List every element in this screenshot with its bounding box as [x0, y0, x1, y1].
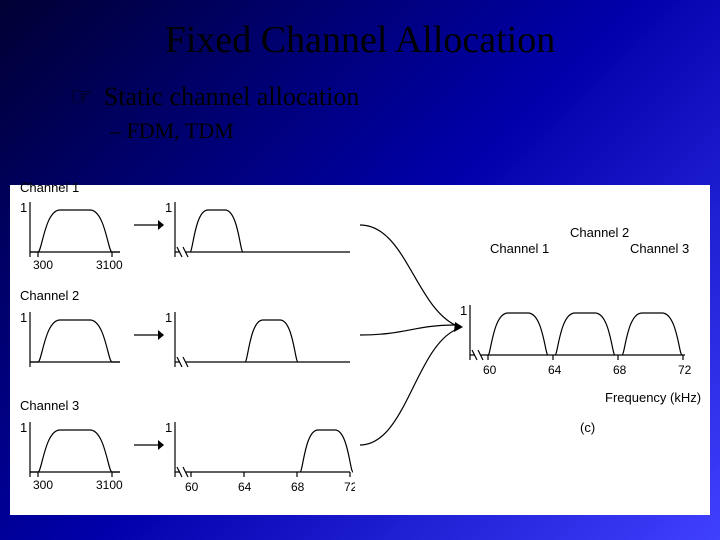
combined-sublabel: (c): [580, 420, 595, 435]
svg-text:68: 68: [613, 363, 627, 377]
shifted-ch2: 1: [165, 302, 355, 382]
arrow-ch2: [132, 325, 164, 345]
svg-text:1: 1: [460, 303, 467, 318]
combined-xlabel: Frequency (kHz): [605, 390, 701, 405]
shifted-ch1: 1: [165, 192, 355, 272]
svg-text:3100: 3100: [96, 478, 123, 492]
svg-text:64: 64: [238, 480, 252, 494]
svg-text:64: 64: [548, 363, 562, 377]
label-combined-ch2: Channel 2: [570, 225, 629, 240]
fdm-diagram: Channel 1 1 300 3100 1 Channel 2 1 1: [10, 185, 710, 515]
baseband-ch2: 1: [20, 302, 130, 382]
svg-text:1: 1: [165, 310, 172, 325]
svg-text:68: 68: [291, 480, 305, 494]
label-channel-2: Channel 2: [20, 288, 79, 303]
svg-text:300: 300: [33, 478, 53, 492]
svg-text:1: 1: [20, 200, 27, 215]
svg-text:1: 1: [20, 310, 27, 325]
label-channel-3: Channel 3: [20, 398, 79, 413]
shifted-ch3: 1 60 64 68 72: [165, 412, 355, 512]
label-combined-ch3: Channel 3: [630, 241, 689, 256]
svg-text:300: 300: [33, 258, 53, 272]
baseband-ch1: 1 300 3100: [20, 192, 130, 272]
bullet-static: Static channel allocation: [70, 82, 720, 112]
svg-text:60: 60: [483, 363, 497, 377]
svg-text:72: 72: [344, 480, 355, 494]
svg-text:72: 72: [678, 363, 692, 377]
label-combined-ch1: Channel 1: [490, 241, 549, 256]
baseband-ch3: 1 300 3100: [20, 412, 130, 512]
arrow-ch1: [132, 215, 164, 235]
svg-text:1: 1: [165, 200, 172, 215]
arrow-ch3: [132, 435, 164, 455]
svg-text:3100: 3100: [96, 258, 123, 272]
merge-curves: [355, 185, 465, 505]
svg-text:1: 1: [165, 420, 172, 435]
svg-text:60: 60: [185, 480, 199, 494]
page-title: Fixed Channel Allocation: [0, 0, 720, 62]
bullet-fdm-tdm: FDM, TDM: [110, 118, 720, 144]
svg-text:1: 1: [20, 420, 27, 435]
